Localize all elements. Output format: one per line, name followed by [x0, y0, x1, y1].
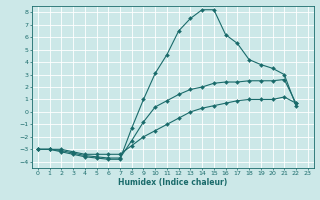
X-axis label: Humidex (Indice chaleur): Humidex (Indice chaleur) [118, 178, 228, 187]
